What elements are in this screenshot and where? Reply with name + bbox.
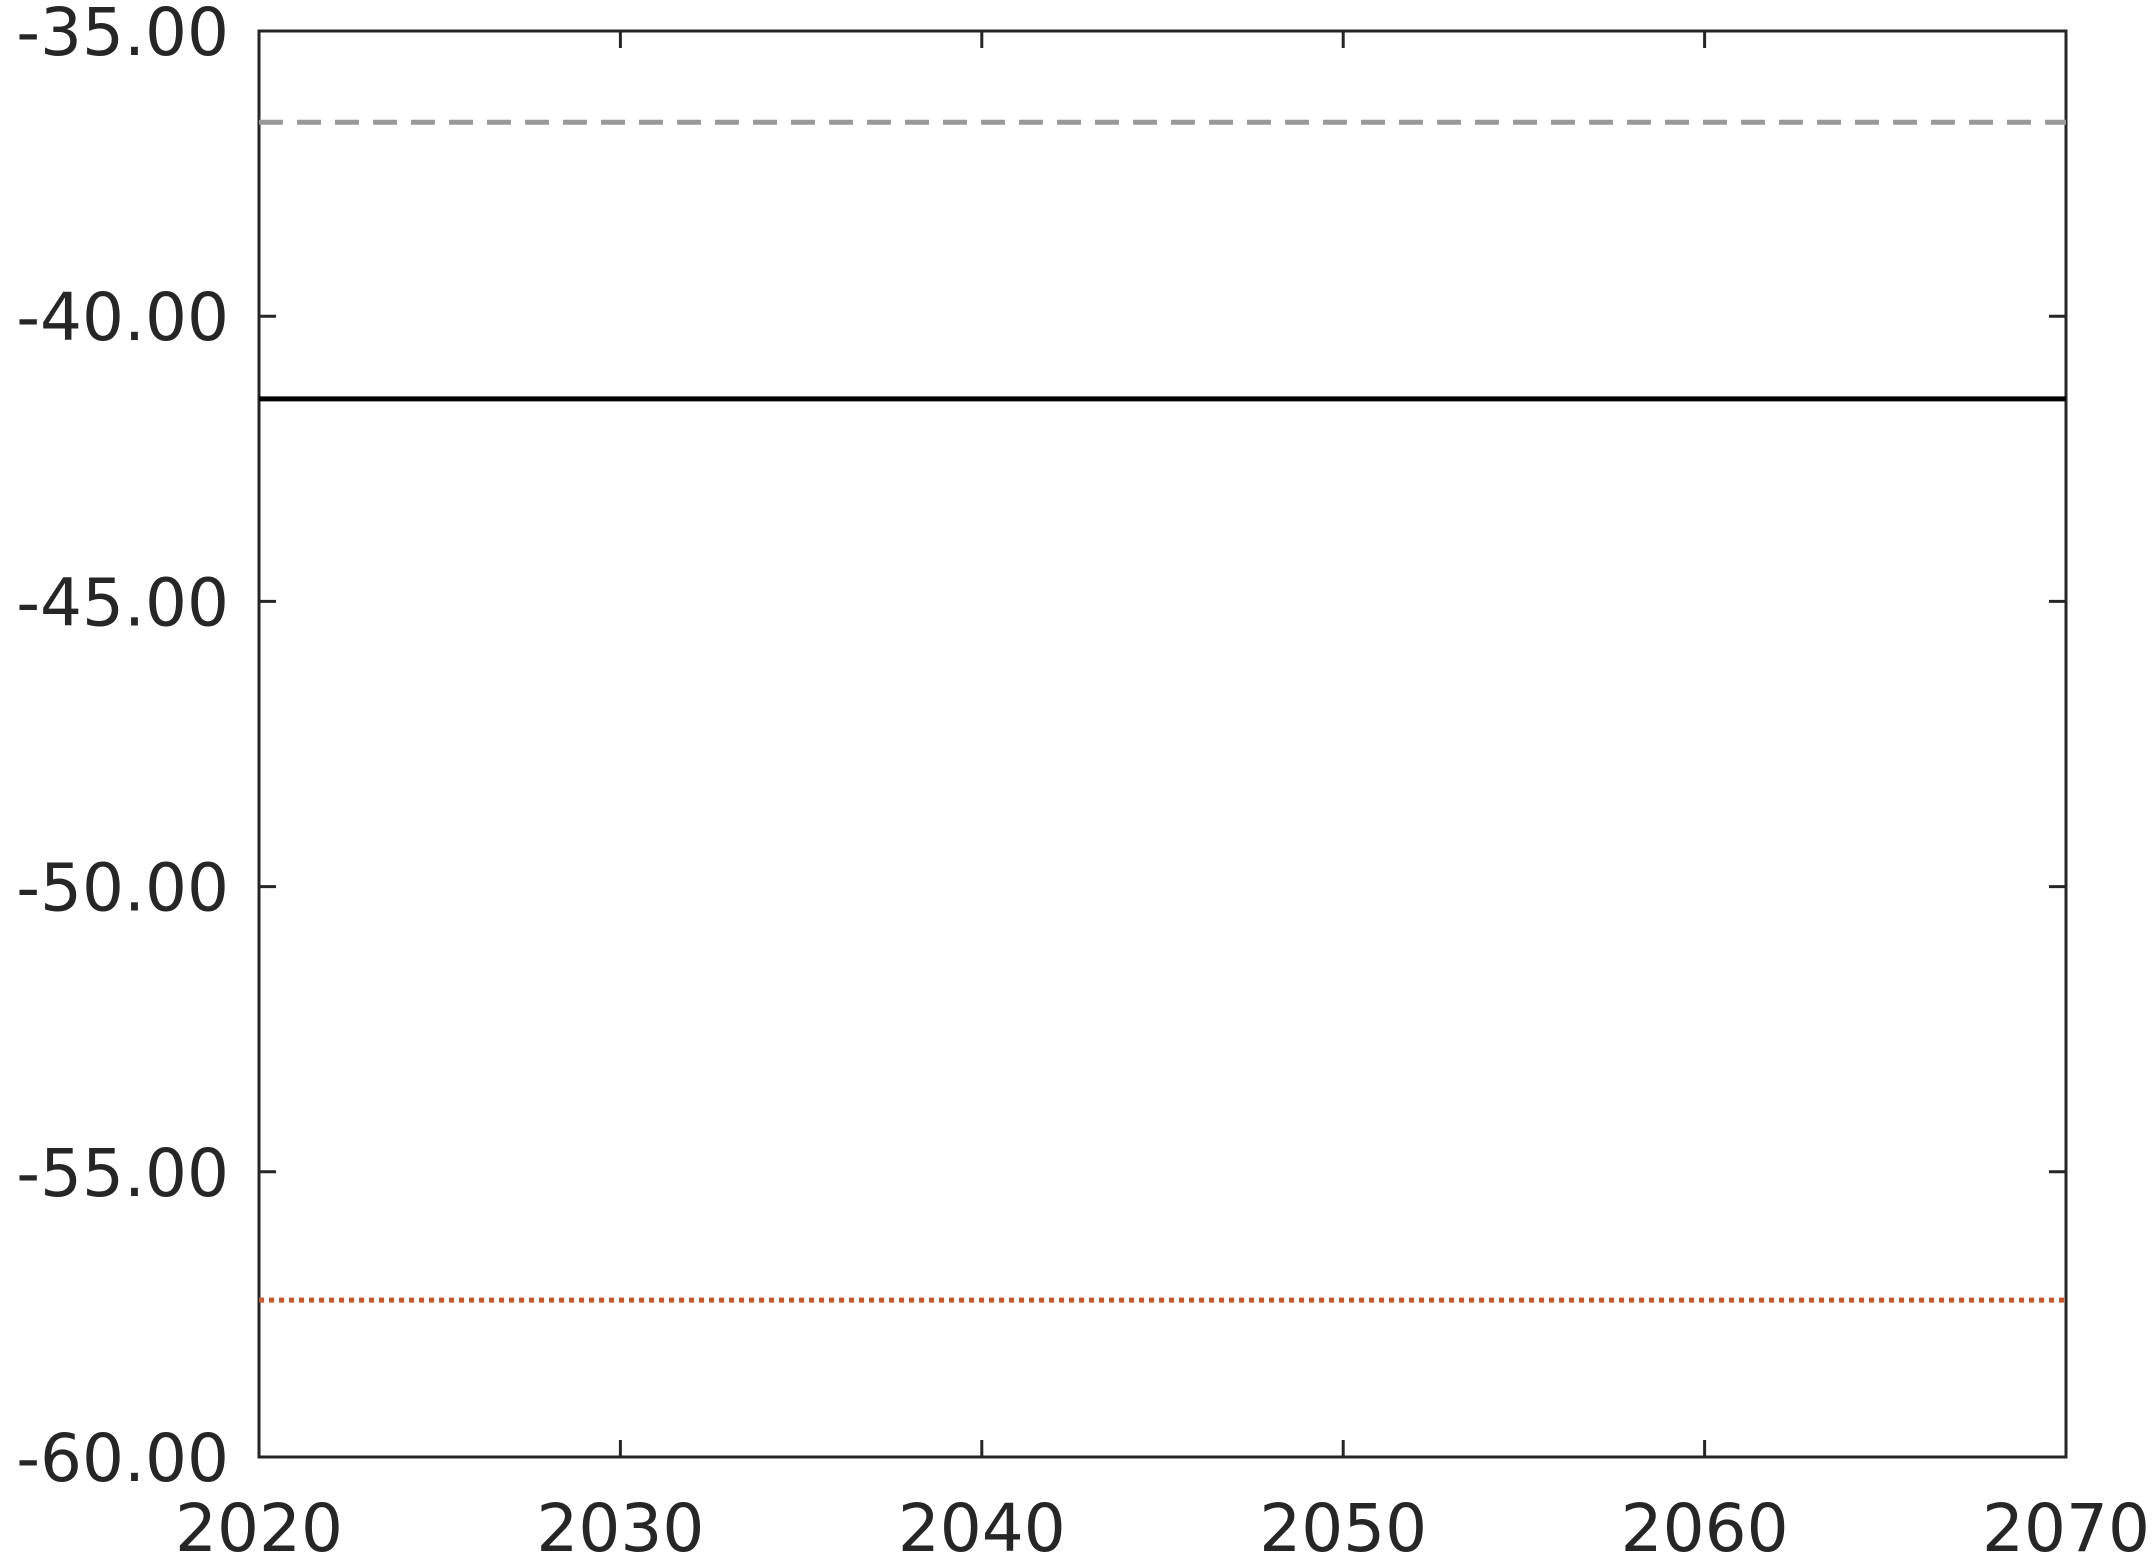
y-tick-label: -45.00 <box>16 564 229 641</box>
x-tick-label: 2050 <box>1259 1490 1427 1554</box>
y-axis: -35.00 -40.00 -45.00 -50.00 -55.00 -60.00 <box>16 0 2066 1497</box>
x-tick-label: 2060 <box>1621 1490 1789 1554</box>
x-tick-label: 2040 <box>898 1490 1066 1554</box>
y-tick-label: -40.00 <box>16 279 229 356</box>
plot-area: 2020 2030 2040 2050 2060 2070 -35.00 -40.00 -45… <box>16 0 2150 1554</box>
x-tick-label: 2020 <box>175 1490 343 1554</box>
y-tick-label: -55.00 <box>16 1135 229 1212</box>
x-tick-label: 2070 <box>1982 1490 2150 1554</box>
x-axis: 2020 2030 2040 2050 2060 2070 <box>175 31 2150 1554</box>
axes-frame <box>257 29 2068 1459</box>
series-layer <box>259 119 2066 1303</box>
y-tick-label: -35.00 <box>16 0 229 71</box>
y-tick-label: -60.00 <box>16 1420 229 1497</box>
y-tick-label: -50.00 <box>16 850 229 927</box>
x-tick-label: 2030 <box>536 1490 704 1554</box>
